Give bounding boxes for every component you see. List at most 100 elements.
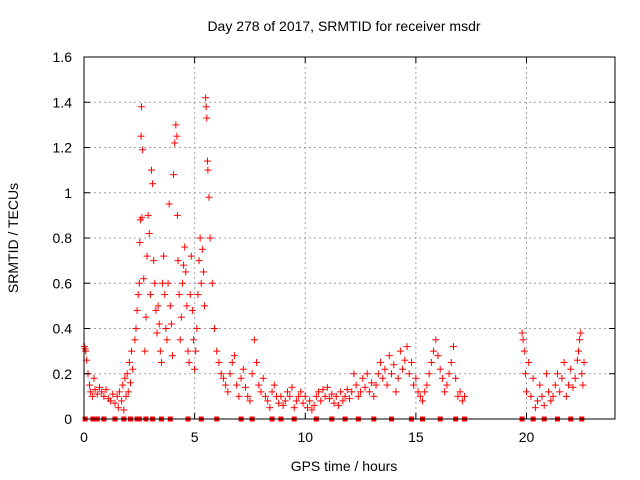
data-point (365, 388, 373, 396)
data-point (553, 370, 561, 378)
data-point (288, 383, 296, 391)
data-point (359, 374, 367, 382)
data-point (432, 336, 440, 344)
data-point (119, 381, 127, 389)
data-point (128, 347, 136, 355)
data-point (246, 397, 254, 405)
data-point (170, 171, 178, 179)
data-point (388, 370, 396, 378)
data-point (118, 397, 126, 405)
data-point (529, 374, 537, 382)
data-point (449, 343, 457, 351)
y-tick-label: 1.6 (53, 49, 73, 65)
data-point (163, 336, 171, 344)
data-point (248, 370, 256, 378)
data-point (192, 347, 200, 355)
data-point (217, 370, 225, 378)
data-point (368, 379, 376, 387)
y-axis-label: SRMTID / TECUs (5, 183, 21, 293)
data-point (299, 399, 307, 407)
data-point (520, 347, 528, 355)
data-point (319, 386, 327, 394)
data-point (545, 388, 553, 396)
data-point (569, 383, 577, 391)
data-point (132, 325, 140, 332)
data-point (195, 257, 203, 265)
data-point (95, 383, 103, 391)
data-point (239, 365, 247, 373)
data-point (215, 358, 223, 366)
data-point (194, 291, 202, 299)
data-point (202, 94, 210, 102)
y-tick-label: 0.8 (53, 230, 73, 246)
data-point (167, 320, 175, 328)
data-point (138, 214, 146, 222)
data-point (224, 388, 232, 396)
data-point (531, 404, 539, 412)
data-point (521, 370, 529, 378)
data-point (447, 358, 455, 366)
data-point (193, 325, 201, 332)
data-point (120, 406, 128, 414)
data-point (292, 397, 300, 405)
data-point (173, 211, 181, 219)
data-point (109, 390, 117, 398)
data-point (427, 358, 435, 366)
data-point (203, 114, 211, 122)
data-point (201, 302, 209, 310)
data-point (197, 279, 205, 287)
data-point (379, 374, 387, 382)
data-point (175, 291, 183, 299)
data-point (178, 279, 186, 287)
data-point (91, 386, 99, 394)
data-point (310, 401, 318, 409)
data-point (164, 279, 172, 287)
data-point (137, 132, 145, 140)
data-point (196, 234, 204, 242)
data-point (188, 306, 196, 314)
data-point (536, 381, 544, 389)
data-point (155, 320, 163, 328)
data-point (141, 347, 149, 355)
data-point (574, 347, 582, 355)
data-point (102, 386, 110, 394)
data-point (121, 374, 129, 382)
data-point (560, 358, 568, 366)
data-point (259, 374, 267, 382)
data-point (233, 381, 241, 389)
data-point (182, 268, 190, 276)
data-point (370, 392, 378, 400)
data-point (275, 399, 283, 407)
data-point (412, 374, 420, 382)
data-point (198, 245, 206, 253)
data-point (540, 401, 548, 409)
data-point (443, 381, 451, 389)
data-point (90, 374, 98, 382)
data-point (534, 397, 542, 405)
data-point (542, 370, 550, 378)
x-tick-label: 5 (191, 429, 199, 445)
data-point (421, 388, 429, 396)
data-point (363, 370, 371, 378)
data-point (286, 392, 294, 400)
data-point (580, 358, 588, 366)
data-point (390, 361, 398, 369)
data-point (191, 365, 199, 373)
data-point (321, 392, 329, 400)
data-point (203, 157, 211, 165)
data-point (576, 336, 584, 344)
data-point (228, 358, 236, 366)
data-point (270, 381, 278, 389)
data-point (284, 388, 292, 396)
data-point (82, 347, 90, 355)
data-point (138, 103, 146, 111)
data-point (244, 392, 252, 400)
y-tick-label: 0.6 (53, 275, 73, 291)
x-tick-label: 10 (297, 429, 313, 445)
data-point (527, 392, 535, 400)
data-point (352, 381, 360, 389)
data-point (135, 279, 143, 287)
data-point (357, 388, 365, 396)
data-point (255, 381, 263, 389)
data-point (222, 381, 230, 389)
